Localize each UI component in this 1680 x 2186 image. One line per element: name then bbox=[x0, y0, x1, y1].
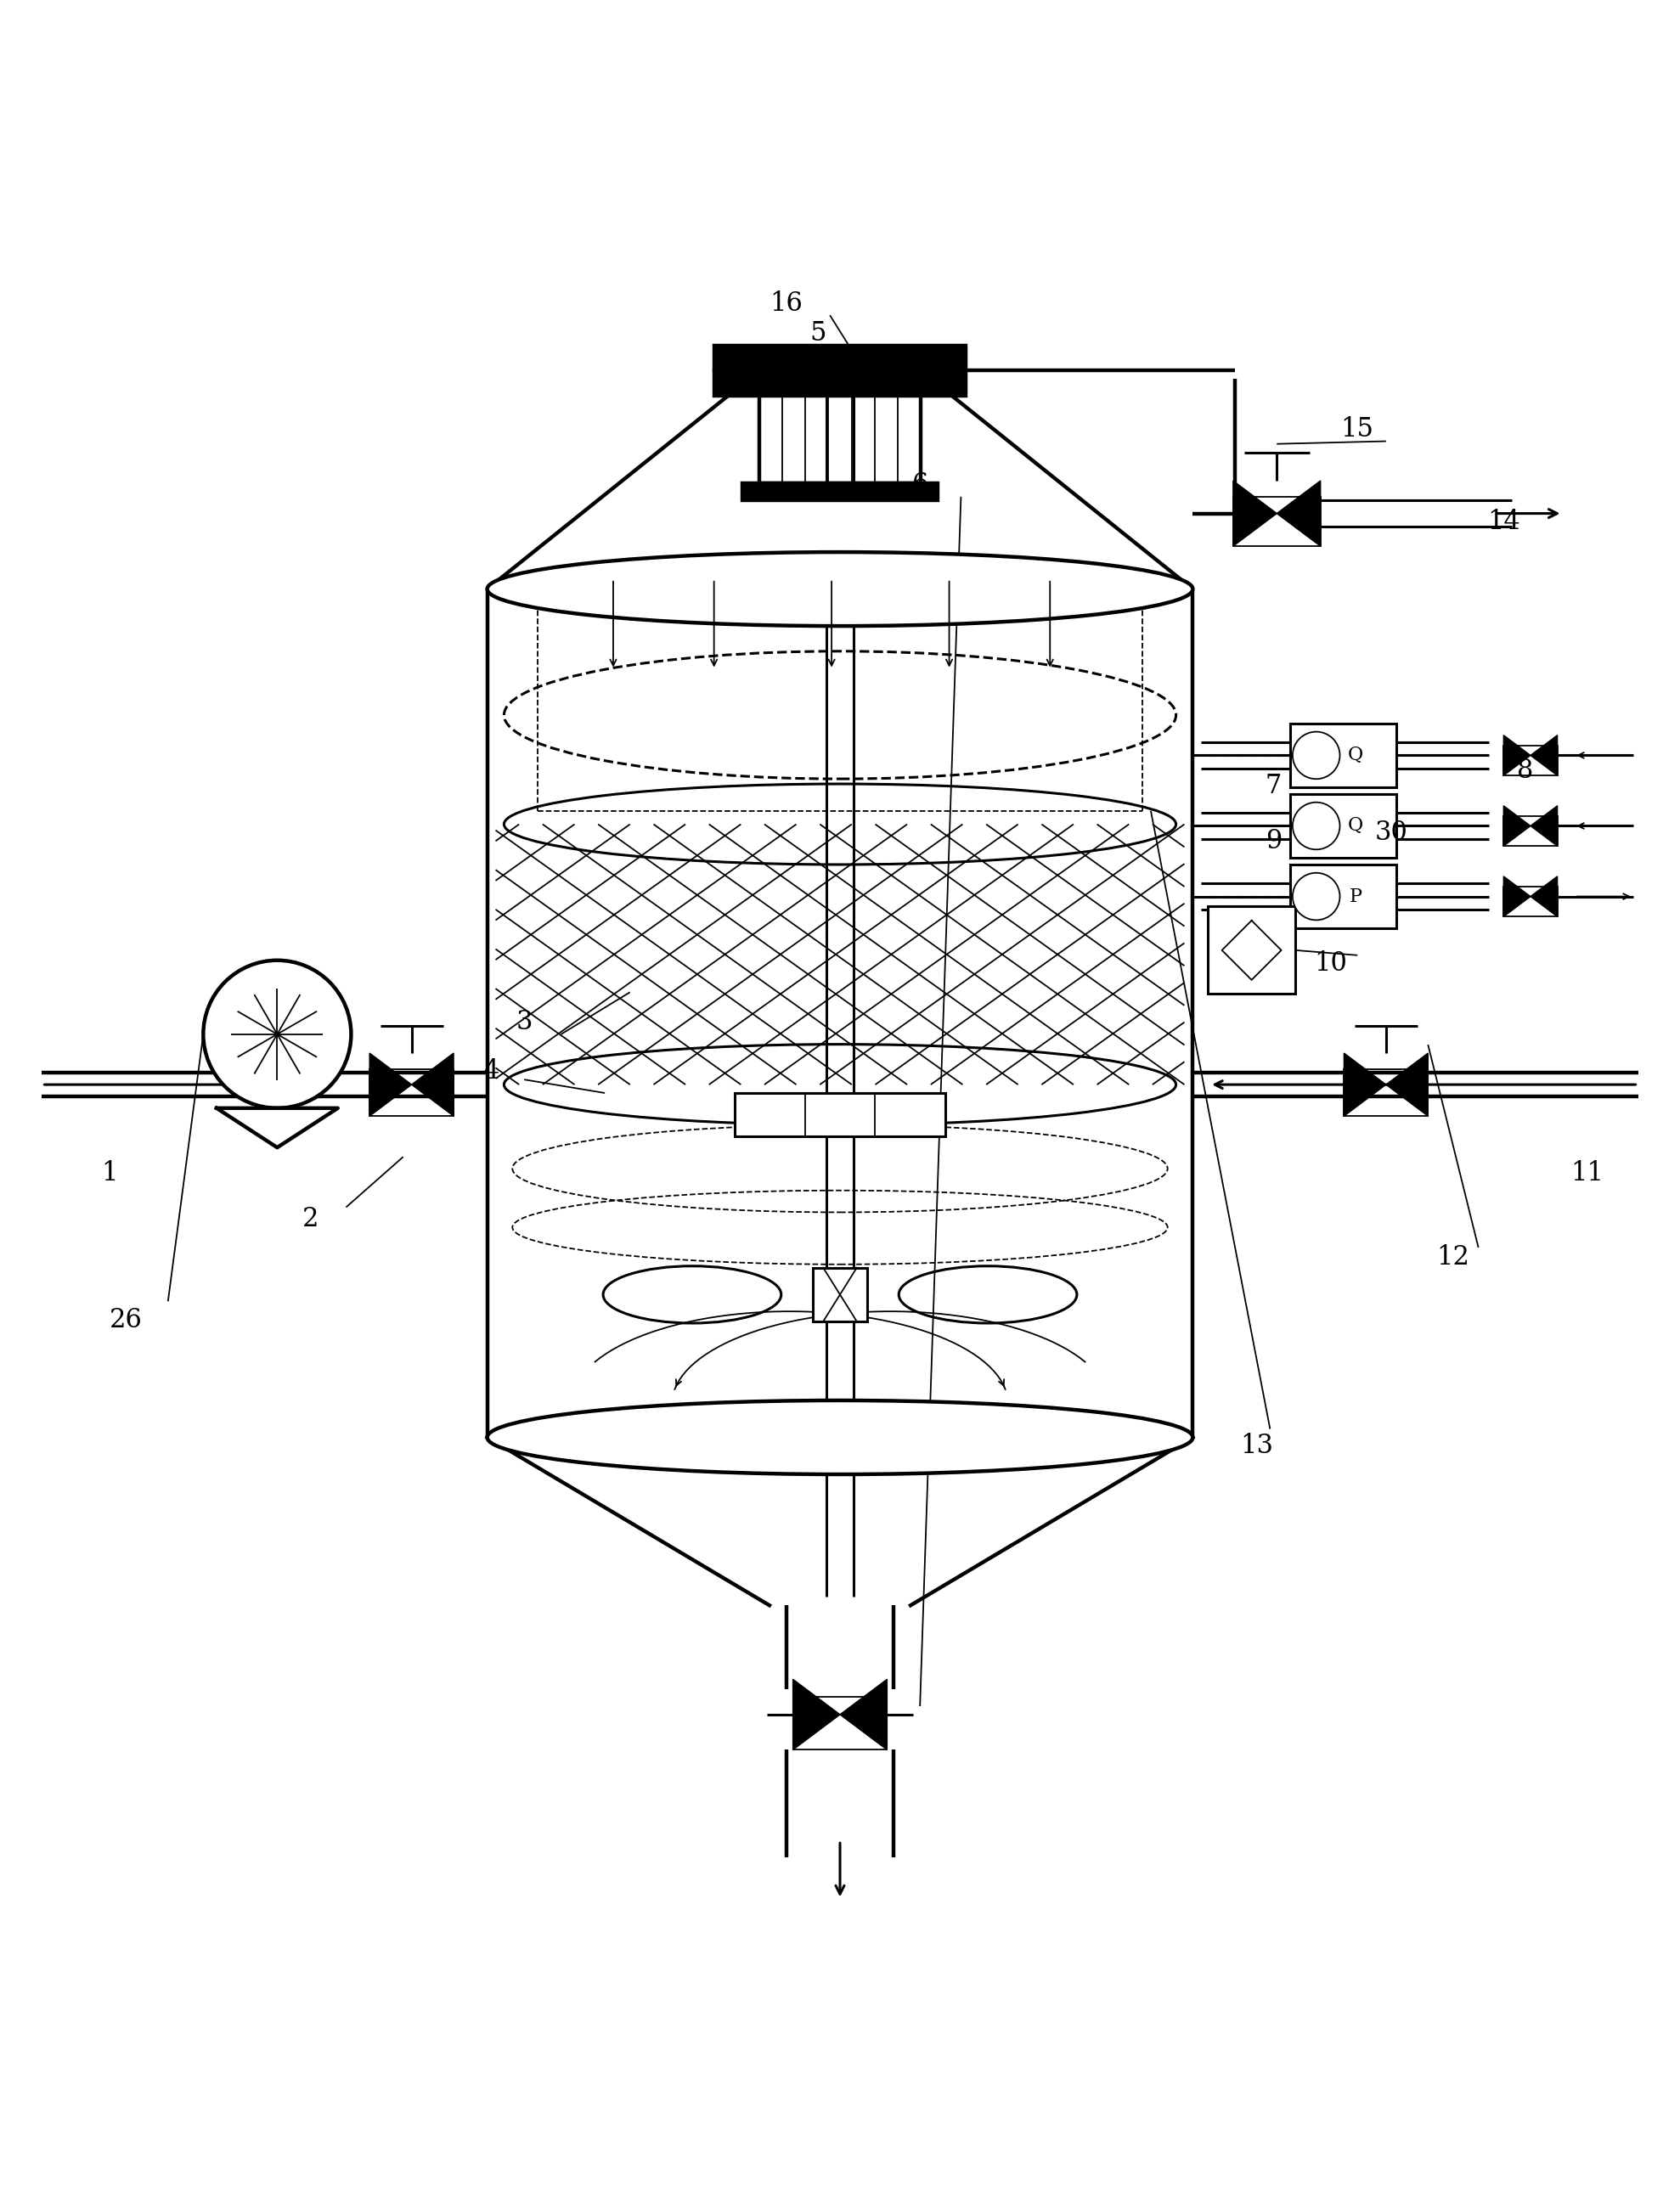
Polygon shape bbox=[1277, 481, 1320, 546]
Text: P: P bbox=[1349, 888, 1362, 905]
Text: 26: 26 bbox=[109, 1307, 143, 1333]
Bar bbox=[1208, 907, 1295, 995]
Circle shape bbox=[1292, 732, 1341, 778]
Text: 13: 13 bbox=[1240, 1432, 1273, 1458]
Bar bbox=[813, 1268, 867, 1323]
Bar bbox=[714, 345, 966, 372]
Polygon shape bbox=[1530, 877, 1557, 916]
Text: 15: 15 bbox=[1341, 415, 1374, 442]
Polygon shape bbox=[1504, 734, 1530, 776]
Polygon shape bbox=[1504, 807, 1530, 846]
Text: 11: 11 bbox=[1571, 1161, 1604, 1187]
Bar bbox=[1504, 745, 1557, 776]
Polygon shape bbox=[793, 1679, 840, 1749]
Bar bbox=[714, 372, 966, 396]
Polygon shape bbox=[1530, 734, 1557, 776]
Bar bbox=[370, 1069, 454, 1117]
Bar bbox=[1504, 885, 1557, 916]
Text: 30: 30 bbox=[1374, 820, 1408, 846]
Text: 2: 2 bbox=[302, 1207, 319, 1233]
Bar bbox=[743, 483, 937, 501]
Polygon shape bbox=[840, 1679, 887, 1749]
Bar bbox=[759, 396, 921, 483]
Text: 12: 12 bbox=[1436, 1244, 1470, 1270]
Polygon shape bbox=[1504, 877, 1530, 916]
Text: 9: 9 bbox=[1265, 828, 1282, 855]
Text: 5: 5 bbox=[810, 321, 827, 348]
Circle shape bbox=[1292, 872, 1341, 920]
Text: 4: 4 bbox=[482, 1058, 499, 1084]
Ellipse shape bbox=[487, 553, 1193, 625]
Text: 8: 8 bbox=[1517, 756, 1534, 783]
Polygon shape bbox=[1530, 807, 1557, 846]
Text: Q: Q bbox=[1347, 818, 1364, 835]
Bar bbox=[1290, 863, 1396, 929]
Bar bbox=[736, 1093, 944, 1137]
Polygon shape bbox=[1233, 481, 1277, 546]
Text: 1: 1 bbox=[101, 1161, 118, 1187]
Bar bbox=[1344, 1069, 1428, 1117]
Bar bbox=[1233, 496, 1320, 546]
Text: 6: 6 bbox=[912, 472, 929, 498]
Bar bbox=[1290, 724, 1396, 787]
Circle shape bbox=[1292, 802, 1341, 850]
Polygon shape bbox=[1386, 1054, 1428, 1117]
Text: 14: 14 bbox=[1487, 509, 1520, 536]
Polygon shape bbox=[217, 1108, 338, 1148]
Text: Q: Q bbox=[1347, 745, 1364, 765]
Bar bbox=[1504, 815, 1557, 846]
Polygon shape bbox=[412, 1054, 454, 1117]
Text: 3: 3 bbox=[516, 1010, 533, 1036]
Bar bbox=[1290, 794, 1396, 857]
Bar bbox=[793, 1696, 887, 1749]
Text: 10: 10 bbox=[1314, 951, 1347, 977]
Text: 7: 7 bbox=[1265, 772, 1282, 798]
Polygon shape bbox=[1344, 1054, 1386, 1117]
Polygon shape bbox=[370, 1054, 412, 1117]
Text: 16: 16 bbox=[769, 291, 803, 317]
Ellipse shape bbox=[487, 1401, 1193, 1473]
Circle shape bbox=[203, 960, 351, 1108]
